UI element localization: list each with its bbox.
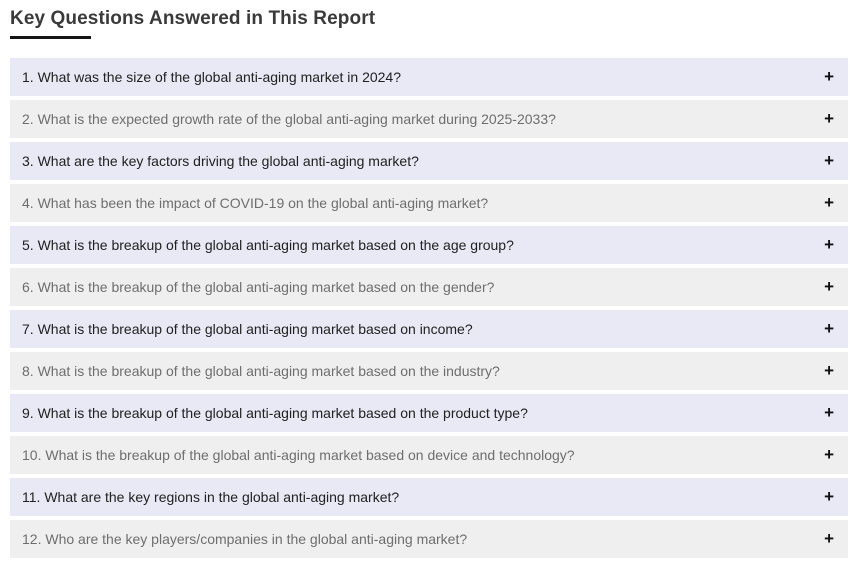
faq-item[interactable]: 8. What is the breakup of the global ant… bbox=[10, 351, 848, 390]
faq-item[interactable]: 12. Who are the key players/companies in… bbox=[10, 519, 848, 558]
faq-question-label: 11. What are the key regions in the glob… bbox=[22, 488, 400, 505]
expand-plus-icon[interactable]: + bbox=[824, 67, 834, 87]
faq-item[interactable]: 4. What has been the impact of COVID-19 … bbox=[10, 183, 848, 222]
faq-question-label: 2. What is the expected growth rate of t… bbox=[22, 110, 556, 127]
faq-question-label: 7. What is the breakup of the global ant… bbox=[22, 320, 473, 337]
expand-plus-icon[interactable]: + bbox=[824, 151, 834, 171]
expand-plus-icon[interactable]: + bbox=[824, 445, 834, 465]
expand-plus-icon[interactable]: + bbox=[824, 109, 834, 129]
faq-question-label: 9. What is the breakup of the global ant… bbox=[22, 404, 528, 421]
faq-question-label: 12. Who are the key players/companies in… bbox=[22, 530, 468, 547]
faq-question-label: 3. What are the key factors driving the … bbox=[22, 152, 419, 169]
faq-question-label: 8. What is the breakup of the global ant… bbox=[22, 362, 500, 379]
faq-item[interactable]: 3. What are the key factors driving the … bbox=[10, 141, 848, 180]
faq-accordion: 1. What was the size of the global anti-… bbox=[10, 57, 848, 558]
faq-item[interactable]: 5. What is the breakup of the global ant… bbox=[10, 225, 848, 264]
faq-item[interactable]: 1. What was the size of the global anti-… bbox=[10, 57, 848, 96]
faq-question-label: 10. What is the breakup of the global an… bbox=[22, 446, 575, 463]
page-title: Key Questions Answered in This Report bbox=[10, 8, 376, 29]
expand-plus-icon[interactable]: + bbox=[824, 193, 834, 213]
expand-plus-icon[interactable]: + bbox=[824, 319, 834, 339]
faq-item[interactable]: 10. What is the breakup of the global an… bbox=[10, 435, 848, 474]
faq-item[interactable]: 6. What is the breakup of the global ant… bbox=[10, 267, 848, 306]
faq-question-label: 5. What is the breakup of the global ant… bbox=[22, 236, 514, 253]
expand-plus-icon[interactable]: + bbox=[824, 235, 834, 255]
faq-question-label: 4. What has been the impact of COVID-19 … bbox=[22, 194, 489, 211]
faq-item[interactable]: 9. What is the breakup of the global ant… bbox=[10, 393, 848, 432]
expand-plus-icon[interactable]: + bbox=[824, 361, 834, 381]
faq-item[interactable]: 2. What is the expected growth rate of t… bbox=[10, 99, 848, 138]
title-underline bbox=[10, 35, 91, 39]
expand-plus-icon[interactable]: + bbox=[824, 277, 834, 297]
expand-plus-icon[interactable]: + bbox=[824, 529, 834, 549]
faq-question-label: 6. What is the breakup of the global ant… bbox=[22, 278, 495, 295]
faq-question-label: 1. What was the size of the global anti-… bbox=[22, 68, 401, 85]
faq-item[interactable]: 7. What is the breakup of the global ant… bbox=[10, 309, 848, 348]
faq-item[interactable]: 11. What are the key regions in the glob… bbox=[10, 477, 848, 516]
expand-plus-icon[interactable]: + bbox=[824, 403, 834, 423]
expand-plus-icon[interactable]: + bbox=[824, 487, 834, 507]
